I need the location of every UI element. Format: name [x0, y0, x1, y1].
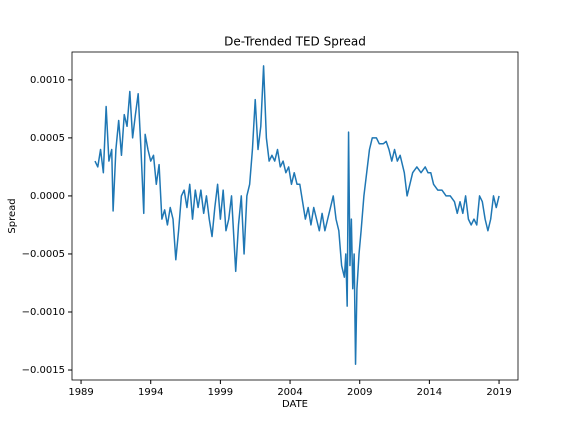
x-tick-label: 2004: [277, 387, 302, 398]
y-tick-label: −0.0010: [22, 307, 65, 318]
y-tick-label: −0.0015: [22, 365, 65, 376]
x-tick-label: 1999: [208, 387, 233, 398]
x-tick-label: 1989: [68, 387, 93, 398]
x-tick-label: 2014: [417, 387, 442, 398]
chart-title: De-Trended TED Spread: [224, 35, 366, 49]
y-tick-label: −0.0005: [22, 249, 65, 260]
y-tick-label: 0.0005: [30, 133, 65, 144]
x-tick-label: 2009: [347, 387, 372, 398]
plot-frame: [71, 51, 519, 381]
x-axis-label: DATE: [282, 399, 308, 410]
x-tick-label: 2019: [486, 387, 511, 398]
y-tick-label: 0.0000: [30, 191, 65, 202]
y-tick-label: 0.0010: [30, 75, 65, 86]
y-axis-label: Spread: [7, 198, 18, 233]
data-line: [94, 65, 500, 365]
x-tick-label: 1994: [138, 387, 163, 398]
